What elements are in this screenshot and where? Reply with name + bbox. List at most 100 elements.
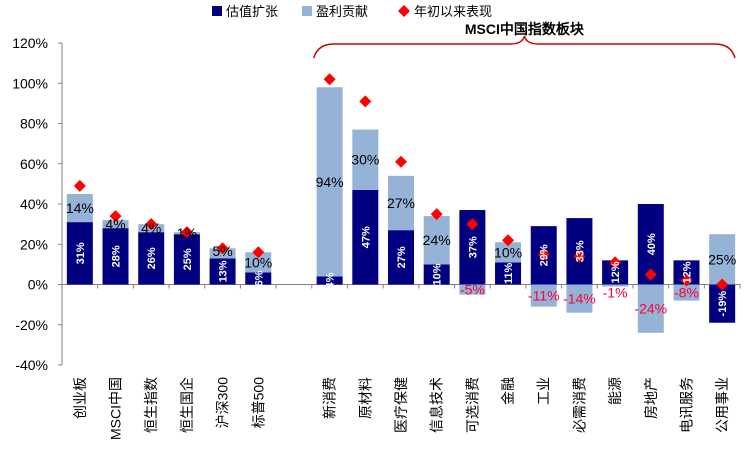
group-brace: MSCI中国指数板块 xyxy=(313,21,736,59)
legend-swatch-valuation xyxy=(212,6,222,16)
x-tick-label: 创业板 xyxy=(72,377,88,419)
y-tick-label: 20% xyxy=(20,236,48,252)
x-tick-label: 新消费 xyxy=(322,377,338,419)
data-label-valuation: 6% xyxy=(253,270,265,286)
x-tick-label: 原材料 xyxy=(357,377,373,419)
data-label-valuation: 4% xyxy=(325,272,337,288)
x-tick-label: 工业 xyxy=(536,377,552,405)
data-label-valuation: 11% xyxy=(503,263,515,285)
data-label-earnings: 24% xyxy=(423,232,451,248)
data-label-earnings: 94% xyxy=(316,174,344,190)
bar-earnings xyxy=(423,216,450,265)
x-tick-label: 房地产 xyxy=(643,377,659,419)
performance-marker xyxy=(359,95,372,108)
bar-valuation xyxy=(245,272,272,285)
bar-valuation xyxy=(138,232,165,285)
x-tick-label: 标普500 xyxy=(250,377,266,429)
performance-marker xyxy=(609,256,622,269)
performance-marker xyxy=(537,248,550,261)
performance-marker xyxy=(109,210,122,223)
data-label-earnings: 5% xyxy=(212,243,232,259)
data-label-earnings: -1% xyxy=(603,284,628,300)
bar-earnings xyxy=(530,284,557,307)
performance-marker xyxy=(252,246,265,259)
bar-earnings xyxy=(566,284,593,313)
y-tick-label: 40% xyxy=(20,196,48,212)
data-label-earnings: -5% xyxy=(460,282,485,298)
bar-valuation xyxy=(709,284,736,323)
legend-marker-performance xyxy=(398,5,410,17)
legend-label: 盈利贡献 xyxy=(316,4,368,19)
bar-valuation xyxy=(388,230,414,285)
x-tick-label: 信息技术 xyxy=(429,377,445,433)
data-label-earnings: 14% xyxy=(66,200,94,216)
y-tick-label: -40% xyxy=(15,357,48,373)
data-label-valuation: 33% xyxy=(574,240,586,262)
bar-earnings xyxy=(102,220,129,229)
y-tick-label: -20% xyxy=(15,317,48,333)
y-axis: -40% -20% 0% 20% 40% 60% 80% 100% 120% xyxy=(12,35,741,373)
performance-marker xyxy=(430,208,443,221)
data-label-earnings: 27% xyxy=(387,195,415,211)
x-axis-labels: 创业板 MSCI中国 恒生指数 恒生国企 沪深300 标普500 新消费 原材料 医疗保健 信息技… xyxy=(72,377,730,440)
data-label-valuation: 28% xyxy=(111,245,123,267)
performance-marker xyxy=(716,278,729,291)
data-label-valuation: -19% xyxy=(717,291,729,317)
data-label-earnings: 25% xyxy=(708,251,736,267)
data-label-valuation: 25% xyxy=(182,248,194,270)
group-label: MSCI中国指数板块 xyxy=(465,21,585,37)
x-tick-label: 可选消费 xyxy=(464,377,480,433)
y-tick-label: 100% xyxy=(12,75,48,91)
data-label-earnings: -14% xyxy=(563,291,596,307)
data-label-valuation: 29% xyxy=(539,244,551,266)
x-tick-label: MSCI中国 xyxy=(108,377,124,440)
x-tick-label: 金融 xyxy=(500,377,516,405)
bar-earnings xyxy=(602,284,629,287)
legend-label: 年初以来表现 xyxy=(414,4,492,19)
bar-earnings xyxy=(637,284,664,333)
bars: 31%14%28%4%26%4%25%1%13%5%6%10%4%94%47%3… xyxy=(66,73,736,333)
data-label-earnings: 30% xyxy=(351,152,379,168)
y-tick-label: 120% xyxy=(12,35,48,51)
bar-earnings xyxy=(495,242,522,263)
x-tick-label: 恒生指数 xyxy=(143,377,159,433)
bar-earnings xyxy=(459,284,486,295)
performance-marker xyxy=(680,274,693,287)
legend: 估值扩张 盈利贡献 年初以来表现 xyxy=(212,4,492,19)
bar-earnings xyxy=(673,284,700,301)
data-label-valuation: 40% xyxy=(646,233,658,255)
data-label-valuation: 27% xyxy=(396,246,408,268)
bar-valuation xyxy=(495,262,522,285)
data-label-earnings: 10% xyxy=(244,254,272,270)
x-tick-label: 公用事业 xyxy=(714,377,730,433)
bar-valuation xyxy=(316,276,343,285)
bar-earnings xyxy=(388,175,414,231)
performance-marker xyxy=(73,179,86,192)
x-tick-label: 电讯服务 xyxy=(678,377,694,433)
data-label-earnings: 1% xyxy=(177,225,197,241)
data-label-earnings: -24% xyxy=(634,301,667,317)
performance-marker xyxy=(502,234,515,247)
bar-earnings xyxy=(245,252,272,273)
y-tick-label: 60% xyxy=(20,156,48,172)
data-label-valuation: 12% xyxy=(681,261,693,283)
data-label-earnings: -11% xyxy=(528,288,560,304)
x-tick-label: 医疗保健 xyxy=(393,377,409,433)
performance-marker xyxy=(644,268,657,281)
x-tick-label: 恒生国企 xyxy=(179,377,195,433)
performance-marker xyxy=(216,242,229,255)
legend-swatch-earnings xyxy=(302,6,312,16)
data-label-valuation: 13% xyxy=(218,260,230,282)
bar-earnings xyxy=(66,193,93,223)
bar-earnings xyxy=(709,234,736,285)
y-tick-label: 80% xyxy=(20,116,48,132)
data-label-earnings: 4% xyxy=(141,220,161,236)
performance-marker xyxy=(395,155,407,168)
legend-label: 估值扩张 xyxy=(226,4,278,19)
data-label-valuation: 12% xyxy=(610,261,622,283)
performance-marker xyxy=(145,218,158,231)
performance-marker xyxy=(573,250,586,263)
bar-valuation xyxy=(352,189,379,285)
bar-valuation xyxy=(173,234,200,285)
